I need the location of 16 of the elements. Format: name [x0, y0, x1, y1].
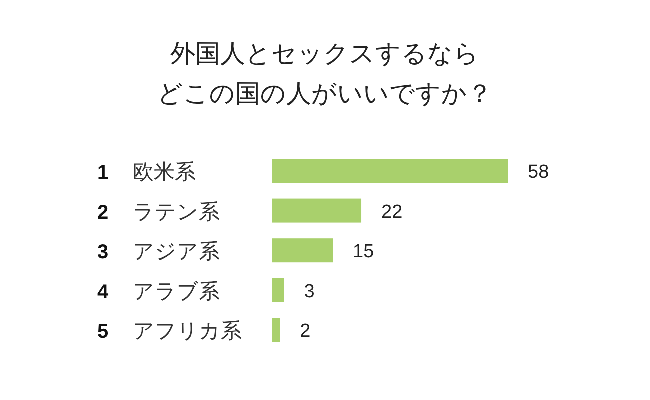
data-label: 3 — [304, 281, 315, 302]
category: ラテン系 — [133, 200, 220, 224]
category: アジア系 — [133, 240, 220, 264]
category: アラブ系 — [133, 280, 220, 304]
rank: 2 — [97, 202, 109, 224]
rank: 1 — [97, 162, 109, 184]
data-label: 2 — [300, 321, 311, 342]
category: アフリカ系 — [133, 320, 242, 344]
rank: 4 — [97, 281, 109, 304]
rank: 5 — [97, 321, 109, 344]
data-label: 58 — [528, 162, 550, 183]
rank: 3 — [97, 242, 109, 264]
data-label: 15 — [353, 242, 374, 263]
title: 外国人とセックスするならどこの国の人がいいですか？ — [158, 40, 492, 108]
category: 欧米系 — [133, 161, 196, 184]
data-label: 22 — [382, 202, 403, 223]
